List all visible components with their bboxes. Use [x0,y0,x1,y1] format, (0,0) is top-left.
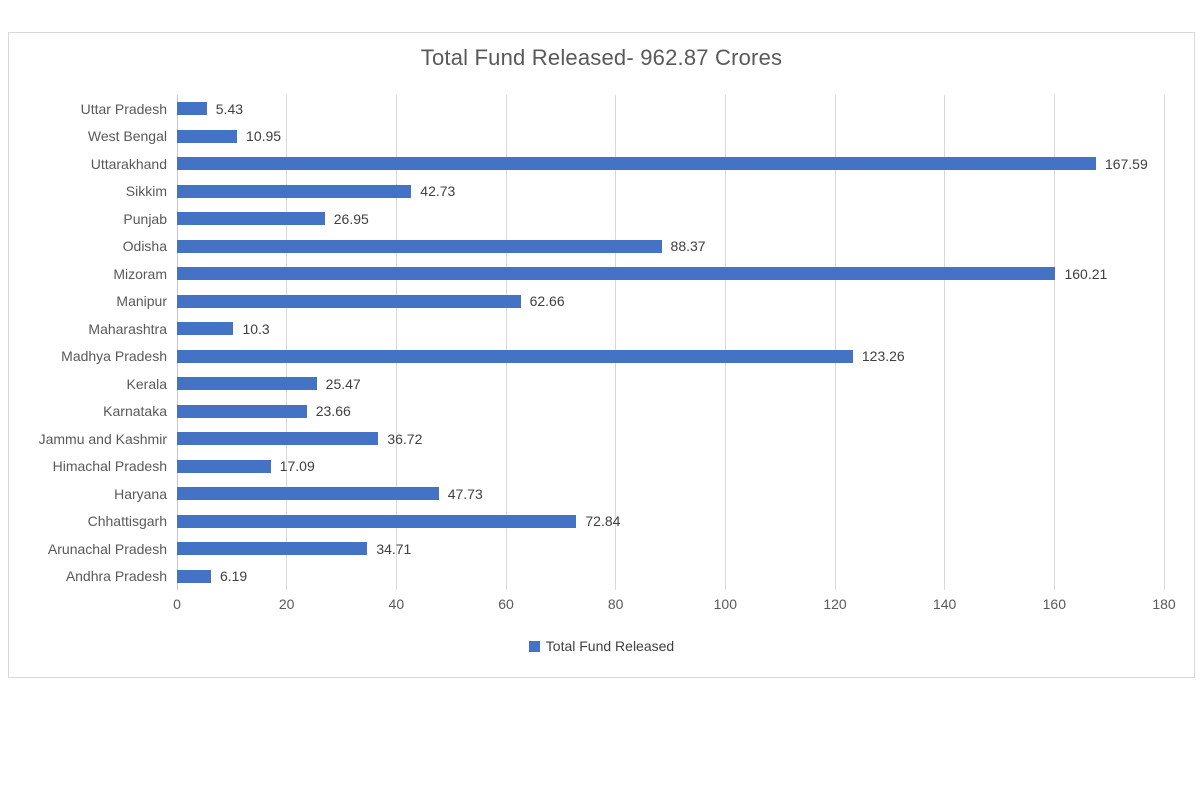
value-label: 123.26 [861,348,905,365]
bar [177,569,211,583]
bar [177,294,521,308]
value-label: 72.84 [585,513,621,530]
category-label: Maharashtra [88,320,167,337]
value-label: 167.59 [1104,155,1148,172]
gridline [395,95,397,590]
value-label: 36.72 [387,430,423,447]
value-label: 34.71 [376,540,412,557]
y-axis-line [176,95,178,590]
category-label: Kerala [126,375,167,392]
x-tick-label: 120 [823,596,847,612]
bar [177,267,1056,281]
x-tick-label: 0 [173,596,181,612]
bar [177,129,238,143]
value-label: 26.95 [333,210,369,227]
bar [177,239,662,253]
bar [177,542,368,556]
category-label: Uttar Pradesh [80,100,167,117]
value-label: 17.09 [279,458,315,475]
value-label: 10.95 [246,128,282,145]
gridline [944,95,946,590]
category-label: Himachal Pradesh [52,458,167,475]
legend-swatch [528,640,540,652]
x-tick-label: 80 [607,596,624,612]
value-label: 5.43 [215,100,244,117]
value-label: 42.73 [420,183,456,200]
category-label: Odisha [122,238,167,255]
gridline [1163,95,1165,590]
value-label: 25.47 [325,375,361,392]
value-label: 47.73 [447,485,483,502]
value-label: 6.19 [219,568,248,585]
bar-chart-figure: Total Fund Released- 962.87 Crores 0 20 40… [8,32,1195,678]
bar [177,322,234,336]
bar [177,459,271,473]
category-label: Jammu and Kashmir [38,430,167,447]
bar [177,157,1096,171]
category-label: Madhya Pradesh [61,348,167,365]
value-label: 10.3 [242,320,270,337]
legend: Total Fund Released [9,638,1194,654]
category-label: West Bengal [87,128,167,145]
category-label: Punjab [123,210,167,227]
category-label: Haryana [114,485,167,502]
x-tick-label: 40 [388,596,405,612]
bar [177,487,439,501]
value-label: 88.37 [670,238,706,255]
category-label: Karnataka [103,403,167,420]
x-tick-label: 160 [1042,596,1066,612]
gridline [505,95,507,590]
value-label: 23.66 [315,403,351,420]
bar [177,514,577,528]
x-tick-label: 100 [713,596,737,612]
category-label: Chhattisgarh [87,513,167,530]
bar [177,377,317,391]
chart-title: Total Fund Released- 962.87 Crores [420,45,783,70]
bar [177,212,325,226]
gridline [724,95,726,590]
bar [177,404,307,418]
category-label: Mizoram [113,265,167,282]
x-tick-label: 140 [932,596,957,612]
bar [177,184,412,198]
gridline [615,95,617,590]
x-tick-label: 180 [1152,596,1176,612]
category-label: Arunachal Pradesh [47,540,167,557]
gridline [834,95,836,590]
value-label: 160.21 [1064,265,1108,282]
category-label: Manipur [116,293,167,310]
category-label: Andhra Pradesh [65,568,167,585]
bar [177,102,207,116]
legend-label: Total Fund Released [545,638,675,654]
x-tick-label: 60 [498,596,514,612]
bar [177,349,853,363]
chart-inner: Total Fund Released- 962.87 Crores 0 20 40… [9,33,1194,677]
bar [177,432,379,446]
category-label: Uttarakhand [90,155,167,172]
gridline [1053,95,1055,590]
x-tick-label: 20 [278,596,295,612]
gridline [286,95,288,590]
category-label: Sikkim [125,183,167,200]
value-label: 62.66 [529,293,565,310]
